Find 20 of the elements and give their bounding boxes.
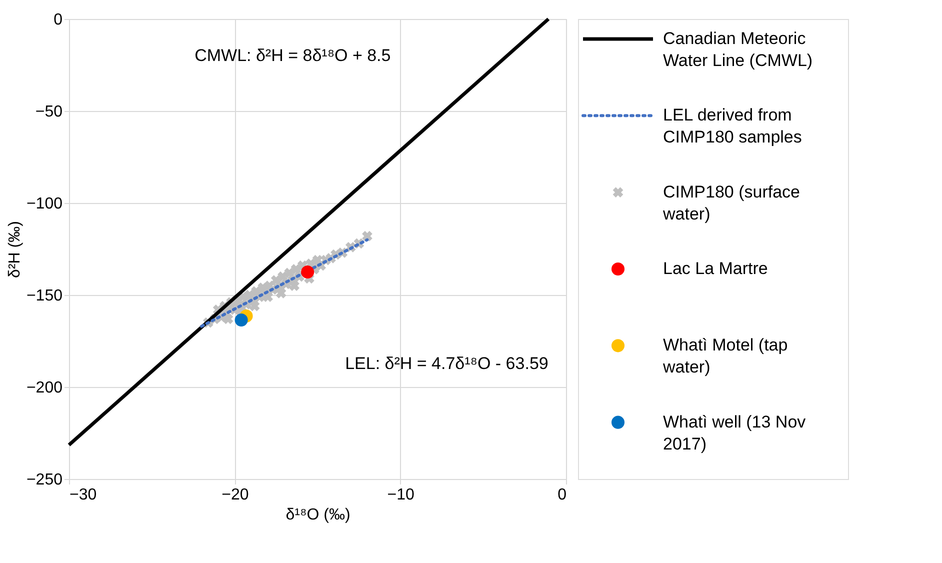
annotation: LEL: δ²H = 4.7δ¹⁸O - 63.59 [345,354,548,373]
x-axis-title: δ¹⁸O (‰) [286,506,350,524]
x-tick-label: −10 [387,486,415,504]
legend-label: Lac La Martre [663,259,768,278]
y-axis-title: δ²H (‰) [6,221,24,278]
x-tick-label: −30 [70,486,97,504]
legend-label: Canadian Meteoric Water Line (CMWL) [663,29,813,70]
legend-label: LEL derived from CIMP180 samples [663,106,802,147]
legend-label: CIMP180 (surface water) [662,182,800,224]
annotation: CMWL: δ²H = 8δ¹⁸O + 8.5 [194,46,391,65]
y-tick-label: 0 [54,12,63,28]
x-tick-label: 0 [558,486,567,504]
legend-label: Whatì Motel (tap water) [662,336,788,377]
legend-label: Whatì well (13 Nov 2017) [663,412,806,454]
y-tick-label: −200 [26,380,63,396]
y-tick-label: −250 [26,472,63,488]
x-tick-label: −20 [222,486,249,504]
y-tick-label: −100 [26,196,63,212]
y-tick-label: −150 [26,288,63,304]
y-tick-label: −50 [35,104,63,120]
